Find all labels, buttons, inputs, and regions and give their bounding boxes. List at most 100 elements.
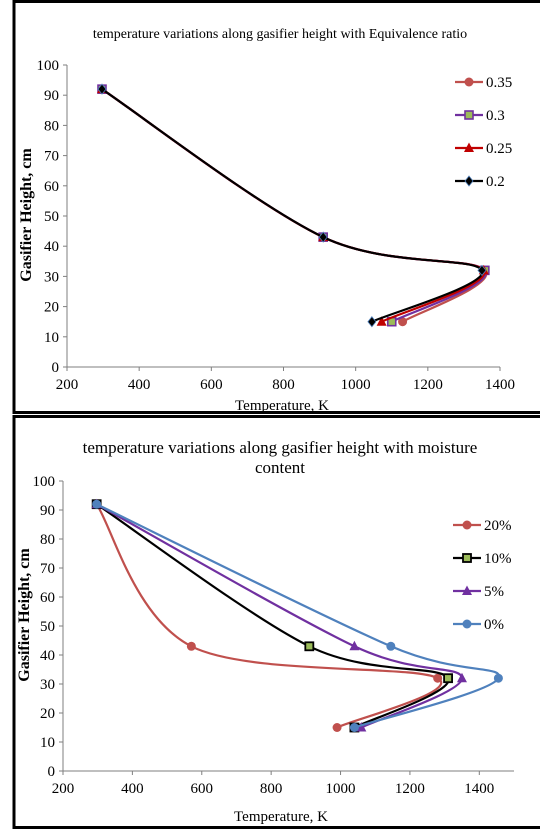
legend-label: 0% <box>484 617 504 633</box>
legend-marker <box>462 553 472 563</box>
y-axis-label: Gasifier Height, cm <box>18 148 35 282</box>
series-line <box>96 503 500 729</box>
x-axis-label: Temperature, K <box>235 398 329 414</box>
legend-marker <box>464 77 474 87</box>
legend-marker <box>462 520 472 530</box>
x-axis-label: Temperature, K <box>234 809 328 825</box>
legend-label: 0.2 <box>486 174 505 190</box>
y-tick-label: 70 <box>40 561 55 577</box>
x-tick-label: 800 <box>272 377 295 393</box>
y-tick-label: 100 <box>37 58 60 74</box>
legend-label: 5% <box>484 584 504 600</box>
y-tick-label: 60 <box>44 179 59 195</box>
y-tick-label: 90 <box>40 503 55 519</box>
x-tick-label: 1000 <box>326 781 356 797</box>
legend-entry: 0.3 <box>455 108 505 124</box>
series-line <box>101 88 487 323</box>
chart-title-line-0: temperature variations along gasifier he… <box>83 438 478 457</box>
data-point <box>318 231 328 243</box>
data-point <box>349 723 359 732</box>
x-tick-label: 200 <box>56 377 79 393</box>
y-axis-label: Gasifier Height, cm <box>16 548 33 682</box>
y-tick-label: 10 <box>40 735 55 751</box>
legend-entry: 0% <box>453 617 504 633</box>
series-2 <box>91 498 467 732</box>
chart-equivalence-ratio: temperature variations along gasifier he… <box>0 0 540 414</box>
legend-entry: 0.35 <box>455 75 512 91</box>
data-point <box>493 673 503 683</box>
x-tick-label: 1200 <box>413 377 443 393</box>
legend-entry: 10% <box>453 551 512 567</box>
data-point <box>386 641 396 651</box>
series-1 <box>97 84 490 327</box>
y-tick-label: 10 <box>44 330 59 346</box>
chart-frame <box>12 415 540 829</box>
legend-label: 0.25 <box>486 141 512 157</box>
series-line <box>101 88 486 323</box>
chart-title-line-1: content <box>255 458 305 477</box>
series-0 <box>92 499 443 732</box>
x-tick-label: 1400 <box>464 781 494 797</box>
series-3 <box>97 83 487 328</box>
x-tick-label: 1200 <box>395 781 425 797</box>
legend-entry: 0.25 <box>455 141 512 157</box>
data-point <box>456 672 467 683</box>
y-tick-label: 0 <box>52 360 60 376</box>
series-line <box>96 503 464 729</box>
x-tick-label: 1000 <box>341 377 371 393</box>
data-point <box>97 83 107 95</box>
chart-moisture-content-svg: temperature variations along gasifier he… <box>12 415 540 829</box>
y-tick-label: 20 <box>44 300 59 316</box>
series-3 <box>92 499 503 732</box>
data-point <box>477 264 487 277</box>
legend-marker <box>464 142 474 152</box>
y-tick-label: 80 <box>40 532 55 548</box>
data-point <box>349 640 360 651</box>
data-point <box>433 673 443 683</box>
y-tick-label: 50 <box>40 619 55 635</box>
x-tick-label: 600 <box>200 377 223 393</box>
legend-label: 0.3 <box>486 108 505 124</box>
data-point <box>332 723 342 732</box>
data-point <box>356 722 367 732</box>
y-tick-label: 20 <box>40 706 55 722</box>
data-point <box>398 317 408 327</box>
y-tick-label: 100 <box>33 474 56 490</box>
x-tick-label: 800 <box>260 781 283 797</box>
legend-marker <box>464 110 474 120</box>
chart-equivalence-ratio-svg: temperature variations along gasifier he… <box>12 0 540 414</box>
legend-marker <box>462 619 472 629</box>
y-tick-label: 40 <box>40 648 55 664</box>
x-tick-label: 1400 <box>485 377 515 393</box>
x-tick-label: 400 <box>121 781 144 797</box>
x-tick-label: 200 <box>52 781 75 797</box>
series-line <box>101 88 484 323</box>
y-tick-label: 30 <box>40 677 55 693</box>
legend-label: 0.35 <box>486 75 512 91</box>
legend-entry: 5% <box>453 584 504 600</box>
chart-title-line-0: temperature variations along gasifier he… <box>93 27 467 42</box>
legend-entry: 0.2 <box>455 174 505 190</box>
series-1 <box>91 499 453 733</box>
data-point <box>376 316 387 326</box>
legend-label: 20% <box>484 518 512 534</box>
legend-entry: 20% <box>453 518 512 534</box>
x-tick-label: 600 <box>191 781 214 797</box>
y-tick-label: 70 <box>44 149 59 165</box>
data-point <box>186 641 196 651</box>
legend-label: 10% <box>484 551 512 567</box>
x-tick-label: 400 <box>128 377 151 393</box>
series-line <box>95 503 443 729</box>
legend-marker <box>462 585 472 595</box>
data-point <box>367 316 377 328</box>
data-point <box>304 641 315 652</box>
y-tick-label: 90 <box>44 88 59 104</box>
series-line <box>101 88 488 323</box>
y-tick-label: 60 <box>40 590 55 606</box>
data-point <box>443 673 453 684</box>
data-point <box>92 499 102 509</box>
y-tick-label: 40 <box>44 239 59 255</box>
y-tick-label: 0 <box>48 764 56 780</box>
chart-moisture-content: temperature variations along gasifier he… <box>0 415 540 829</box>
series-0 <box>97 84 490 327</box>
